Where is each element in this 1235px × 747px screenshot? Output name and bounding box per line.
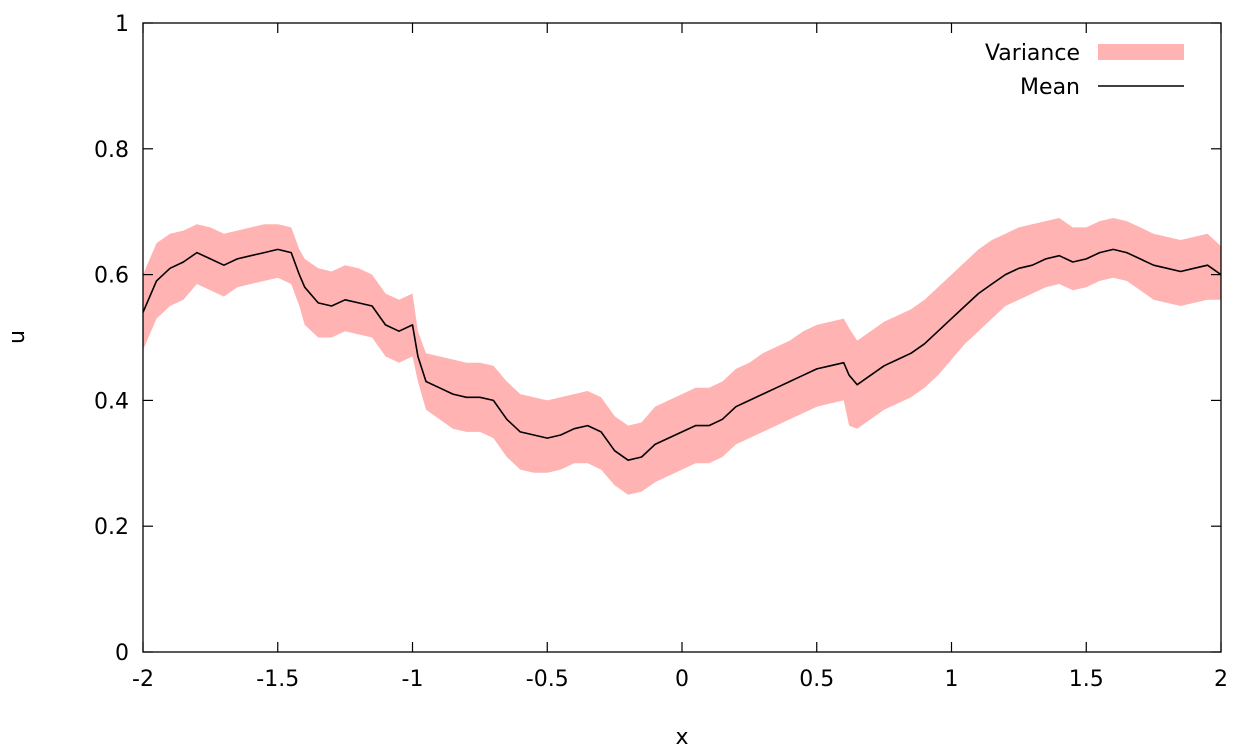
x-tick-label: 1.5 xyxy=(1069,667,1104,692)
x-tick-label: -0.5 xyxy=(526,667,569,692)
y-tick-label: 0.6 xyxy=(94,264,129,289)
plot-frame xyxy=(142,22,1222,653)
y-tick-label: 0.2 xyxy=(94,515,129,540)
y-tick-label: 0.8 xyxy=(94,138,129,163)
x-tick-label: -1.5 xyxy=(256,667,299,692)
x-tick-label: 0.5 xyxy=(799,667,834,692)
x-tick-label: 2 xyxy=(1214,667,1228,692)
legend: Variance Mean xyxy=(985,41,1184,100)
y-axis: 0 0.2 0.4 0.6 0.8 1 xyxy=(94,12,1221,666)
legend-label-variance: Variance xyxy=(985,41,1080,66)
variance-band xyxy=(143,218,1221,495)
x-tick-label: 1 xyxy=(945,667,959,692)
legend-label-mean: Mean xyxy=(1020,75,1080,100)
y-axis-label: u xyxy=(5,330,30,344)
x-axis-label: x xyxy=(675,725,688,747)
mean-line-layer xyxy=(142,248,1222,462)
x-tick-label: 0 xyxy=(675,667,689,692)
legend-swatch-variance xyxy=(1098,44,1184,60)
y-tick-label: 1 xyxy=(115,12,129,37)
x-tick-label: -2 xyxy=(132,667,154,692)
variance-band-layer xyxy=(143,218,1221,495)
y-tick-label: 0 xyxy=(115,641,129,666)
mean-line xyxy=(142,248,1222,462)
y-tick-label: 0.4 xyxy=(94,389,129,414)
x-axis: -2 -1.5 -1 -0.5 0 0.5 1 1.5 2 xyxy=(132,23,1228,692)
x-tick-label: -1 xyxy=(402,667,424,692)
